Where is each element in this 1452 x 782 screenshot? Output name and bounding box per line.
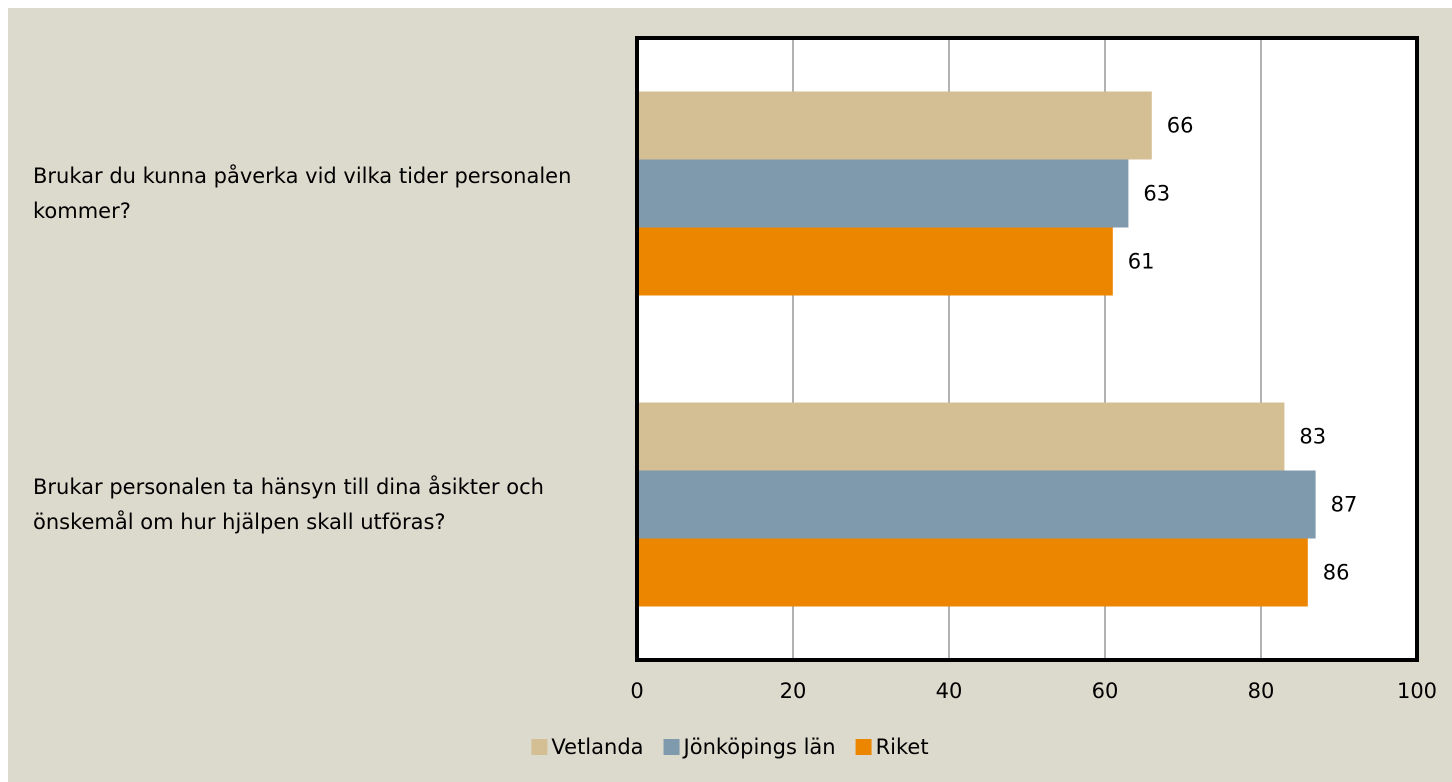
bar <box>637 538 1308 607</box>
bar <box>637 227 1113 296</box>
bar <box>637 91 1152 160</box>
bar <box>637 402 1285 471</box>
x-tick-label: 40 <box>936 679 963 703</box>
legend-swatch <box>663 739 680 755</box>
data-label: 66 <box>1167 114 1194 138</box>
x-tick-label: 100 <box>1397 679 1437 703</box>
legend-swatch <box>855 739 872 755</box>
legend-label: Jönköpings län <box>682 735 836 759</box>
data-label: 63 <box>1143 182 1170 206</box>
bar <box>637 470 1316 539</box>
x-tick-label: 80 <box>1248 679 1275 703</box>
legend-label: Vetlanda <box>551 735 643 759</box>
data-label: 61 <box>1128 250 1155 274</box>
data-label: 83 <box>1299 425 1326 449</box>
category-label: Brukar personalen ta hänsyn till dina ås… <box>33 474 544 534</box>
x-tick-label: 0 <box>630 679 643 703</box>
plot-border <box>635 36 1419 662</box>
category-label: Brukar du kunna påverka vid vilka tider … <box>33 163 572 223</box>
data-label: 86 <box>1323 561 1350 585</box>
x-tick-label: 60 <box>1092 679 1119 703</box>
data-label: 87 <box>1331 493 1358 517</box>
bar <box>637 159 1129 228</box>
x-tick-label: 20 <box>780 679 807 703</box>
legend-swatch <box>531 739 548 755</box>
legend-label: Riket <box>876 735 929 759</box>
